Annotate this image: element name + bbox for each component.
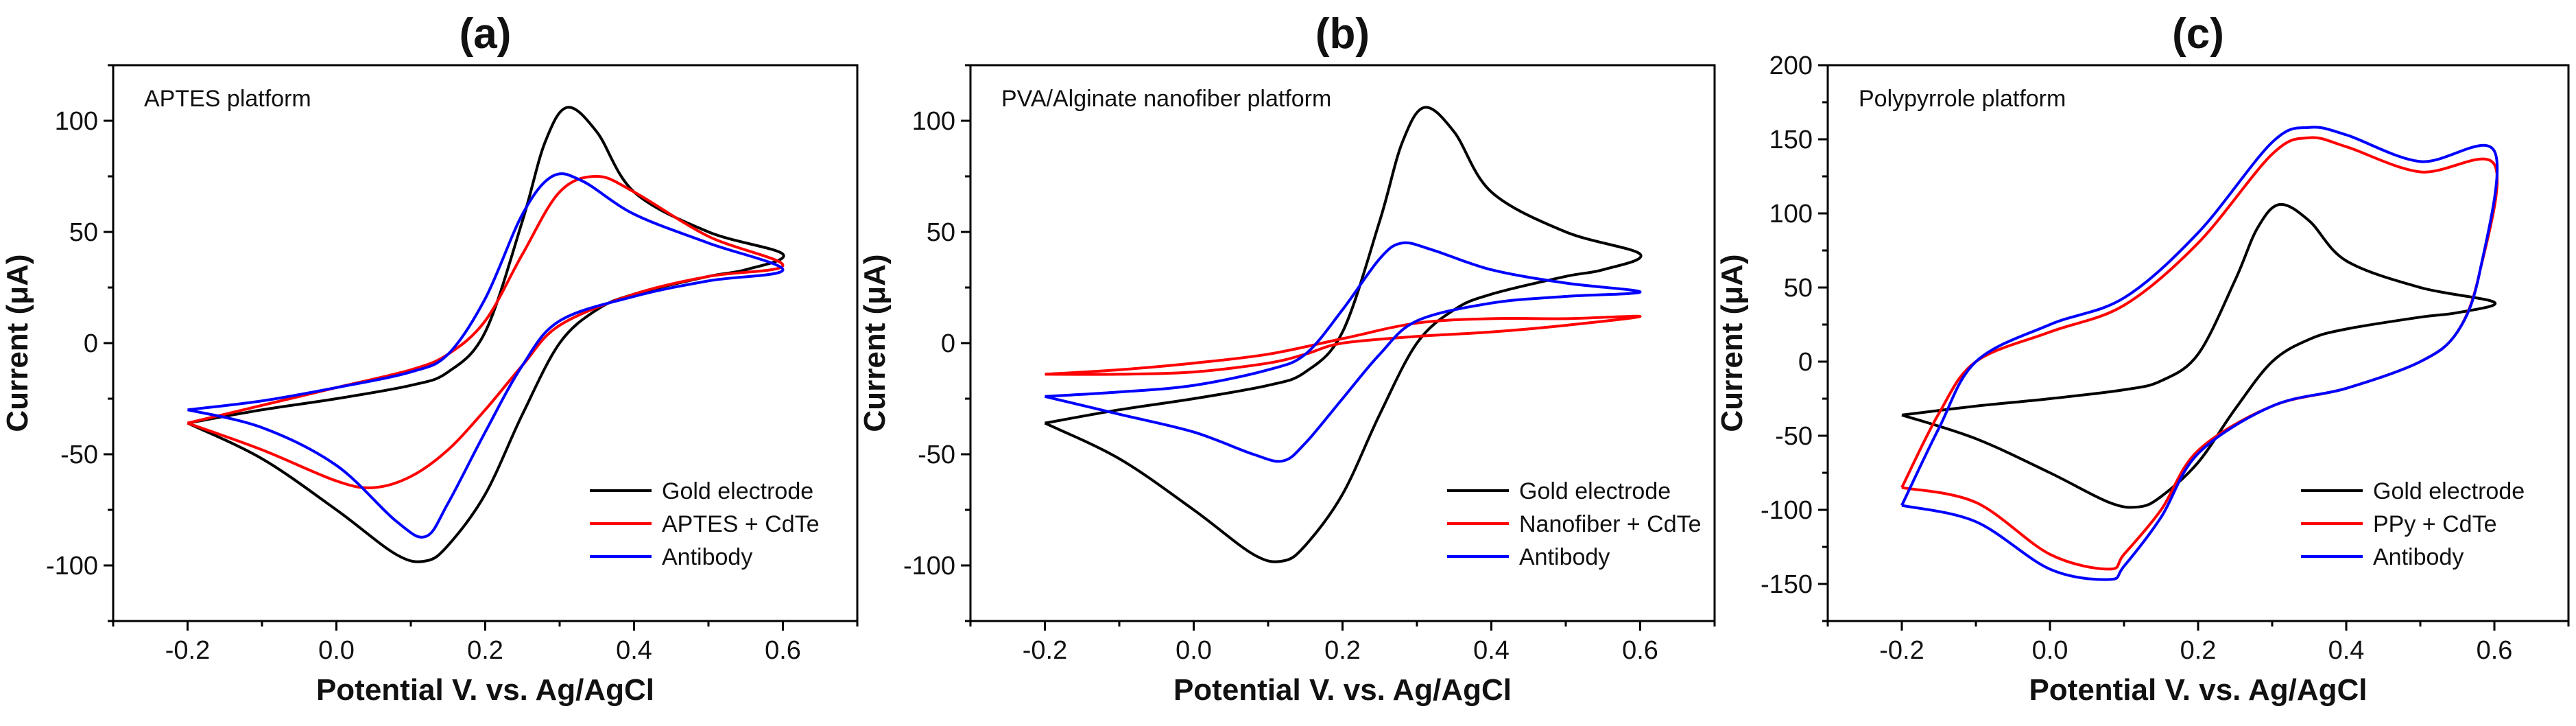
y-tick-label: -100 — [903, 552, 955, 581]
x-tick-label: 0.6 — [765, 636, 801, 665]
panel-title: (b) — [1315, 10, 1370, 58]
y-tick-label: -100 — [46, 552, 98, 581]
panel-title: (a) — [460, 10, 512, 58]
x-tick-label: 0.2 — [2180, 636, 2217, 665]
x-axis-label: Potential V. vs. Ag/AgCl — [2029, 673, 2367, 707]
legend-label: Gold electrode — [1519, 478, 1671, 504]
series-line — [1045, 241, 1642, 463]
series-line — [187, 172, 785, 539]
y-tick-label: 100 — [912, 107, 955, 136]
legend-label: PPy + CdTe — [2373, 511, 2496, 537]
y-tick-label: 50 — [1784, 274, 1813, 303]
platform-label: Polypyrrole platform — [1859, 86, 2066, 112]
x-tick-label: 0.6 — [1622, 636, 1658, 665]
y-tick-label: 150 — [1769, 126, 1813, 154]
legend-label: Gold electrode — [2373, 478, 2525, 504]
y-axis-label: Current (μA) — [858, 254, 892, 432]
x-tick-label: 0.4 — [1473, 636, 1510, 665]
legend-label: APTES + CdTe — [662, 511, 820, 537]
x-tick-label: 0.4 — [616, 636, 652, 665]
series-line — [1045, 314, 1642, 376]
plot-frame — [112, 64, 859, 622]
series-line — [187, 106, 785, 563]
plot-frame — [1826, 64, 2570, 622]
y-axis-label: Current (μA) — [1, 254, 34, 432]
y-tick-label: 50 — [927, 218, 955, 247]
y-tick-label: -150 — [1761, 570, 1813, 599]
legend-label: Gold electrode — [662, 478, 813, 504]
y-tick-label: -50 — [918, 441, 955, 469]
x-axis-label: Potential V. vs. Ag/AgCl — [1173, 673, 1512, 707]
y-tick-label: -50 — [1775, 422, 1813, 451]
y-tick-label: 50 — [69, 218, 98, 247]
chart-panel: (c) -0.2 0.0 0.2 0.4 0.6 -150 -100 -50 0 50 100 150 2… — [1715, 10, 2570, 707]
x-tick-label: 0.2 — [467, 636, 503, 665]
legend-label: Antibody — [2373, 544, 2464, 570]
legend-label: Antibody — [1519, 544, 1610, 570]
series-line — [1901, 202, 2497, 509]
x-tick-label: 0.6 — [2477, 636, 2513, 665]
y-tick-label: 100 — [1769, 200, 1813, 229]
legend-label: Antibody — [662, 544, 752, 570]
legend-label: Nanofiber + CdTe — [1519, 511, 1702, 537]
series-line — [1900, 126, 2499, 581]
x-tick-label: -0.2 — [1879, 636, 1924, 665]
series-line — [187, 175, 785, 489]
y-tick-label: 100 — [55, 107, 98, 136]
y-tick-label: 0 — [941, 329, 955, 358]
platform-label: APTES platform — [144, 86, 311, 112]
y-tick-label: 200 — [1769, 51, 1813, 80]
y-tick-label: -100 — [1761, 496, 1813, 525]
x-tick-label: 0.2 — [1324, 636, 1361, 665]
x-tick-label: 0.0 — [1176, 636, 1212, 665]
panel-title: (c) — [2172, 10, 2224, 58]
y-tick-label: 0 — [84, 329, 98, 358]
x-tick-label: -0.2 — [1023, 636, 1067, 665]
y-axis-label: Current (μA) — [1715, 254, 1749, 432]
x-tick-label: 0.4 — [2328, 636, 2365, 665]
chart-panel: (a) -0.2 0.0 0.2 0.4 0.6 -100 -50 0 50 100 Potentia… — [1, 10, 859, 707]
x-tick-label: 0.0 — [318, 636, 355, 665]
platform-label: PVA/Alginate nanofiber platform — [1001, 86, 1331, 112]
y-tick-label: 0 — [1798, 348, 1813, 377]
x-tick-label: -0.2 — [165, 636, 210, 665]
chart-panel: (b) -0.2 0.0 0.2 0.4 0.6 -100 -50 0 50 100 Potentia… — [858, 10, 1716, 707]
series-line — [1044, 106, 1643, 563]
x-axis-label: Potential V. vs. Ag/AgCl — [316, 673, 654, 707]
y-tick-label: -50 — [60, 441, 98, 469]
x-tick-label: 0.0 — [2032, 636, 2068, 665]
